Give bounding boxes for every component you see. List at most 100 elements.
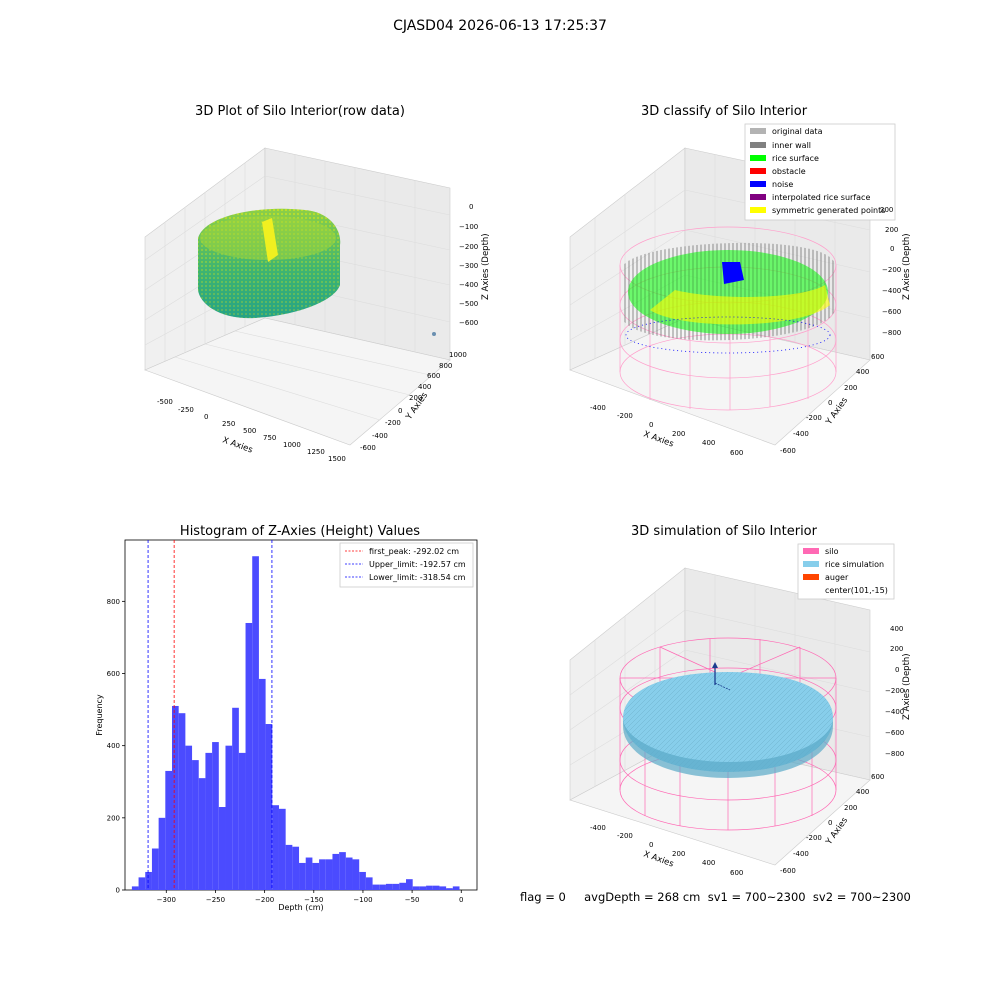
panel2-noise-ring [625, 316, 831, 354]
p1-x-tick: 1500 [328, 455, 346, 463]
panel1-3d-plot: -500 -250 0 250 500 750 1000 1250 1500 X… [144, 147, 491, 463]
p2-y-tick: -200 [806, 414, 822, 422]
p1-y-tick: -400 [372, 432, 388, 440]
panel1-z-ticks: 0 −100 −200 −300 −400 −500 −600 [459, 203, 478, 327]
p1-y-tick: 1000 [449, 351, 467, 359]
histogram-chart: −300 −250 −200 −150 −100 −50 0 0 200 400 600 800 D… [95, 539, 478, 912]
p2-y-tick: 0 [828, 399, 832, 407]
p4-y-tick: -400 [793, 850, 809, 858]
legend-silo: silo [825, 547, 839, 556]
p1-x-tick: -250 [178, 406, 194, 414]
p4-x-tick: -400 [590, 824, 606, 832]
legend-swatch-interp [750, 194, 766, 200]
p4-y-tick: 0 [828, 819, 832, 827]
p1-y-tick: 0 [398, 407, 402, 415]
p1-y-tick: 800 [439, 362, 452, 370]
p1-y-tick: -200 [385, 419, 401, 427]
y-tick-label: 200 [107, 814, 120, 822]
x-tick-label: −100 [353, 896, 372, 904]
histogram-bar [192, 760, 199, 890]
x-tick-label: −200 [255, 896, 274, 904]
histogram-bar [406, 879, 413, 890]
p4-z-tick: 400 [890, 625, 903, 633]
panel2-symmetric-points [650, 285, 830, 325]
histogram-bar [419, 886, 427, 890]
panel4-rice-edge [623, 718, 833, 778]
p2-x-tick: -400 [590, 404, 606, 412]
histogram-bar [285, 844, 293, 890]
p1-y-tick: -600 [360, 444, 376, 452]
p4-z-tick: −200 [885, 687, 904, 695]
histogram-bar [278, 808, 286, 890]
p4-z-tick: −800 [885, 750, 904, 758]
histogram-bar [238, 752, 246, 890]
histogram-x-ticks: −300 −250 −200 −150 −100 −50 0 [157, 890, 464, 904]
p1-z-tick: −300 [459, 262, 478, 270]
panel1-title: 3D Plot of Silo Interior(row data) [195, 104, 405, 119]
p1-x-tick: 250 [222, 420, 235, 428]
p2-z-tick: −800 [882, 329, 901, 337]
panel2-title: 3D classify of Silo Interior [640, 104, 808, 119]
histogram-bar [232, 707, 239, 890]
p4-x-tick: 200 [672, 850, 685, 858]
histogram-bar [399, 882, 407, 890]
legend-obstacle: obstacle [772, 167, 806, 176]
panel4-x-ticks: -400 -200 0 200 400 600 [590, 824, 743, 877]
p1-y-tick: 200 [409, 394, 422, 402]
figure-suptitle: CJASD04 2026-06-13 17:25:37 [393, 18, 607, 34]
histogram-bar [439, 886, 447, 890]
histogram-bars [131, 556, 460, 890]
histogram-legend: first_peak: -292.02 cm Upper_limit: -192… [339, 542, 474, 588]
y-tick-label: 400 [107, 742, 120, 750]
panel2-x-label: X Axies [642, 429, 675, 449]
histogram-bar [151, 848, 159, 890]
histogram-bar [412, 886, 420, 890]
histogram-bar [225, 745, 233, 890]
panel2-noise-cluster [722, 262, 744, 284]
histogram-bar [205, 752, 213, 890]
histogram-y-label: Frequency [95, 694, 104, 736]
legend-rice-surface: rice surface [772, 154, 819, 163]
p2-y-tick: 400 [856, 368, 869, 376]
histogram-bar [305, 857, 313, 890]
legend-swatch-silo [803, 548, 819, 554]
p4-y-tick: 200 [844, 804, 857, 812]
histogram-bar [145, 871, 152, 890]
x-tick-label: 0 [459, 896, 463, 904]
legend-original-data: original data [772, 127, 823, 136]
histogram-bar [352, 859, 360, 890]
histogram-bar [432, 885, 440, 890]
p4-x-tick: 400 [702, 859, 715, 867]
legend-center: center(101,-15) [825, 586, 888, 595]
p2-x-tick: 400 [702, 439, 715, 447]
panel4-x-label: X Axies [642, 849, 675, 869]
legend-first-peak: first_peak: -292.02 cm [369, 547, 459, 556]
p4-y-tick: 600 [871, 773, 884, 781]
p2-y-tick: -400 [793, 430, 809, 438]
histogram-bar [372, 884, 380, 890]
histogram-bar [426, 885, 433, 890]
panel1-outlier-point [432, 332, 436, 336]
histogram-bar [185, 745, 193, 890]
histogram-threshold-lines [147, 540, 273, 890]
histogram-bar [138, 877, 146, 890]
y-tick-label: 800 [107, 598, 120, 606]
histogram-bar [165, 770, 172, 890]
panel4-z-ticks: 400 200 0 −200 −400 −600 −800 [885, 625, 904, 758]
p4-z-tick: 200 [890, 645, 903, 653]
x-tick-label: −300 [157, 896, 176, 904]
p2-x-tick: 0 [649, 421, 653, 429]
panel1-x-ticks: -500 -250 0 250 500 750 1000 1250 1500 [157, 398, 346, 463]
panel4-legend: silo rice simulation auger center(101,-1… [797, 543, 895, 600]
histogram-bar [252, 556, 259, 890]
histogram-bar [178, 713, 186, 890]
p1-z-tick: −100 [459, 223, 478, 231]
histogram-bar [365, 877, 373, 890]
histogram-bar [212, 742, 219, 890]
p2-x-tick: -200 [617, 412, 633, 420]
p4-y-tick: -600 [780, 867, 796, 875]
panel2-legend: original data inner wall rice surface ob… [744, 123, 896, 221]
panel1-z-label: Z Axies (Depth) [481, 233, 491, 300]
histogram-bar [198, 778, 206, 890]
panel2-3d-plot: original data inner wall rice surface ob… [569, 123, 912, 457]
